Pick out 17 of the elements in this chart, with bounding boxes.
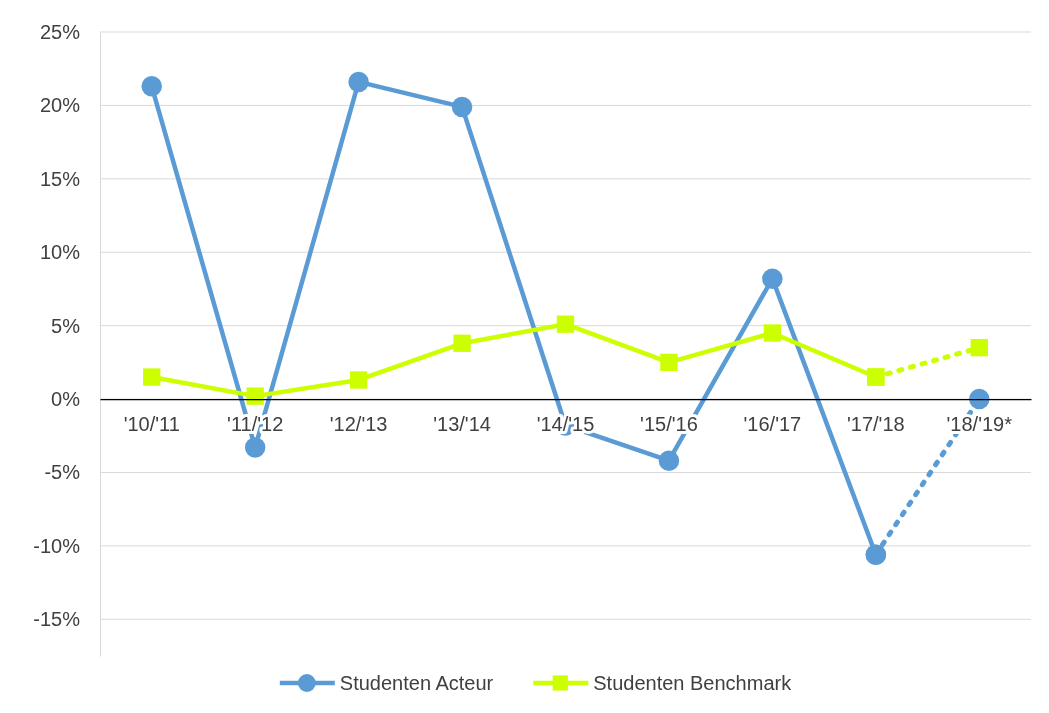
y-tick-label: 20% <box>39 94 81 117</box>
y-tick-label: 25% <box>39 20 81 43</box>
y-tick-label: 0% <box>51 387 81 410</box>
x-tick-label: '10/'11 <box>123 413 180 436</box>
y-tick-label: -5% <box>44 461 81 484</box>
y-tick-label: 5% <box>51 314 81 337</box>
y-tick-label: -15% <box>33 608 81 631</box>
x-tick-label: '18/'19* <box>946 413 1013 436</box>
x-tick-label: '13/'14 <box>433 413 491 436</box>
y-tick-label: -10% <box>33 534 81 557</box>
legend-label: Studenten Benchmark <box>593 672 793 694</box>
x-tick-label: '12/'13 <box>329 413 388 436</box>
y-tick-label: 15% <box>39 167 81 190</box>
y-tick-label: 10% <box>39 241 81 264</box>
x-tick-label: '17/'18 <box>846 413 905 436</box>
x-tick-label: '16/'17 <box>743 413 802 436</box>
legend-label: Studenten Acteur <box>339 672 494 694</box>
